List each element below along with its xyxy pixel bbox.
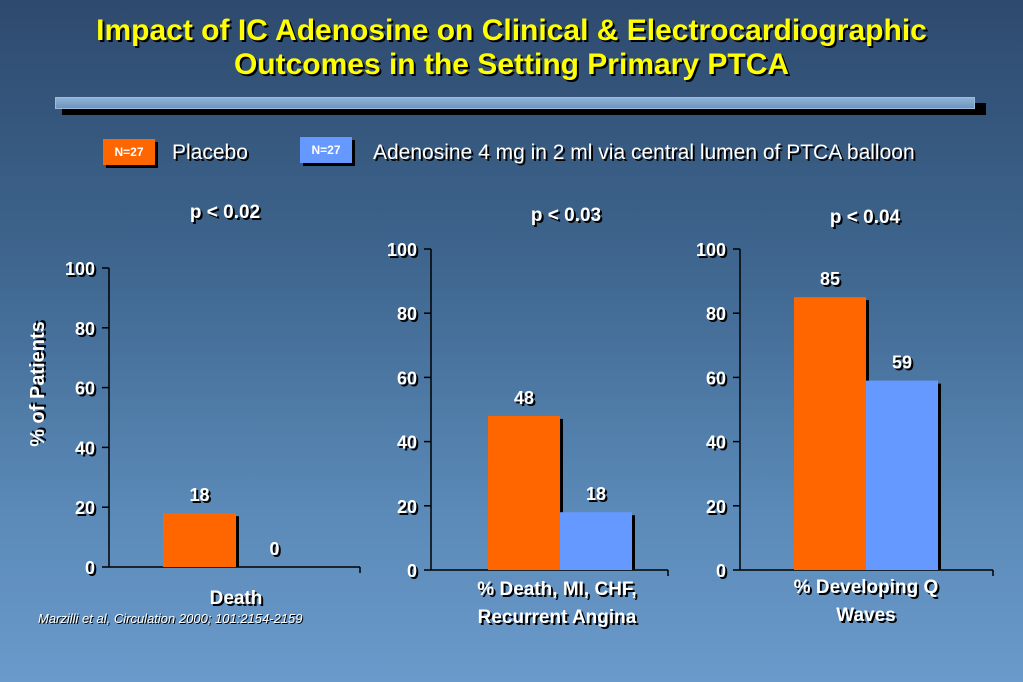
chart2-data-label-adenosine: 18: [586, 484, 606, 504]
chart1-category-label-shadow: Death: [212, 590, 265, 611]
chart3-category-label-line1-shadow: % Developing Q: [796, 579, 941, 600]
chart1-y-tick-label-shadow: 100: [67, 261, 97, 281]
chart3-bar-placebo: [794, 297, 866, 570]
chart1-y-axis-label-shadow: % of Patients: [29, 319, 51, 445]
chart3-y-tick-label-shadow: 80: [708, 306, 728, 326]
chart1-data-label-adenosine: 0: [269, 539, 279, 559]
chart2-bar-placebo: [488, 415, 560, 570]
chart2-y-tick-label-shadow: 60: [399, 370, 419, 390]
legend-label-placebo: Placebo: [172, 141, 248, 164]
chart2-category-label-line2-shadow: Recurrent Angina: [480, 609, 639, 630]
chart2-data-label-placebo-shadow: 48: [516, 390, 536, 410]
chart2-y-tick-label-shadow: 80: [399, 306, 419, 326]
title-line-1: Impact of IC Adenosine on Clinical & Ele…: [96, 14, 927, 47]
chart3-y-tick-label: 40: [706, 433, 726, 453]
chart1-bar-placebo: [163, 513, 236, 567]
chart1-y-tick-label: 80: [75, 319, 95, 339]
chart1-y-axis-label-group: % of Patients% of Patients: [27, 319, 51, 447]
chart1-p-value: p < 0.02: [190, 202, 260, 223]
chart3-category-label-line1: % Developing Q: [794, 577, 939, 598]
chart1-p-value-shadow: p < 0.02: [192, 204, 262, 225]
chart3-category-label-line2-shadow: Waves: [838, 607, 898, 628]
chart1-y-tick-label: 40: [75, 438, 95, 458]
chart3-y-tick-label-shadow: 0: [718, 563, 728, 583]
chart1-y-tick-label-shadow: 20: [77, 500, 97, 520]
chart2-y-tick-label: 40: [397, 433, 417, 453]
legend-swatch-placebo: N=27: [103, 139, 155, 165]
chart2-category-label-line1: % Death, MI, CHF,: [477, 579, 636, 600]
chart1-y-tick-label: 0: [85, 558, 95, 578]
chart3-y-tick-label-shadow: 20: [708, 499, 728, 519]
chart1-y-tick-label: 100: [65, 259, 95, 279]
chart3-category-label-line2: Waves: [836, 605, 896, 626]
chart1-data-label-placebo: 18: [189, 485, 209, 505]
chart2-p-value-shadow: p < 0.03: [533, 207, 603, 228]
chart1-y-tick-label: 60: [75, 379, 95, 399]
chart2-y-tick-label-shadow: 0: [409, 563, 419, 583]
chart3-y-tick-label: 100: [696, 240, 726, 260]
chart2-y-tick-label: 20: [397, 497, 417, 517]
chart3-data-label-adenosine-shadow: 59: [894, 355, 914, 375]
chart1-y-tick-label-shadow: 0: [87, 560, 97, 580]
chart3-data-label-placebo: 85: [820, 269, 840, 289]
citation: Marzilli et al, Circulation 2000; 101:21…: [38, 611, 303, 626]
chart1-y-tick-label-shadow: 80: [77, 321, 97, 341]
chart3-data-label-adenosine: 59: [892, 353, 912, 373]
chart3-y-tick-label: 20: [706, 497, 726, 517]
chart1-y-axis-label: % of Patients: [27, 321, 49, 447]
legend-swatch-adenosine: N=27: [300, 137, 352, 163]
legend-label-adenosine: Adenosine 4 mg in 2 ml via central lumen…: [373, 141, 915, 164]
title-divider: [55, 97, 975, 109]
chart1-data-label-adenosine-shadow: 0: [271, 541, 281, 561]
chart3-y-tick-label-shadow: 60: [708, 370, 728, 390]
chart2-bar-adenosine: [560, 512, 632, 570]
chart2-y-tick-label: 80: [397, 304, 417, 324]
chart3-bar-adenosine: [866, 380, 938, 570]
chart1-y-tick-label: 20: [75, 498, 95, 518]
chart3-y-tick-label: 60: [706, 368, 726, 388]
chart3-y-tick-label: 80: [706, 304, 726, 324]
chart2-y-tick-label-shadow: 100: [389, 242, 419, 262]
chart1-data-label-placebo-shadow: 18: [191, 487, 211, 507]
slide-title: Impact of IC Adenosine on Clinical & Ele…: [0, 14, 1023, 82]
chart2-y-tick-label: 100: [387, 240, 417, 260]
chart2-category-label-line2: Recurrent Angina: [478, 607, 637, 628]
chart2-y-tick-label: 0: [407, 561, 417, 581]
chart2-data-label-adenosine-shadow: 18: [588, 486, 608, 506]
chart1-category-label: Death: [210, 588, 263, 609]
chart2-data-label-placebo: 48: [514, 388, 534, 408]
chart3-p-value-shadow: p < 0.04: [832, 209, 903, 230]
title-line-2: Outcomes in the Setting Primary PTCA: [233, 48, 790, 81]
chart2-p-value: p < 0.03: [531, 205, 601, 226]
chart2-y-tick-label-shadow: 40: [399, 435, 419, 455]
chart3-y-tick-label-shadow: 40: [708, 435, 728, 455]
chart2-y-tick-label: 60: [397, 368, 417, 388]
chart1-y-tick-label-shadow: 60: [77, 381, 97, 401]
chart2-category-label-line1-shadow: % Death, MI, CHF,: [479, 581, 638, 602]
chart3-p-value: p < 0.04: [830, 207, 901, 228]
chart3-y-tick-label-shadow: 100: [698, 242, 728, 262]
chart3-y-tick-label: 0: [716, 561, 726, 581]
chart2-y-tick-label-shadow: 20: [399, 499, 419, 519]
chart3-data-label-placebo-shadow: 85: [822, 271, 842, 291]
chart1-y-tick-label-shadow: 40: [77, 440, 97, 460]
